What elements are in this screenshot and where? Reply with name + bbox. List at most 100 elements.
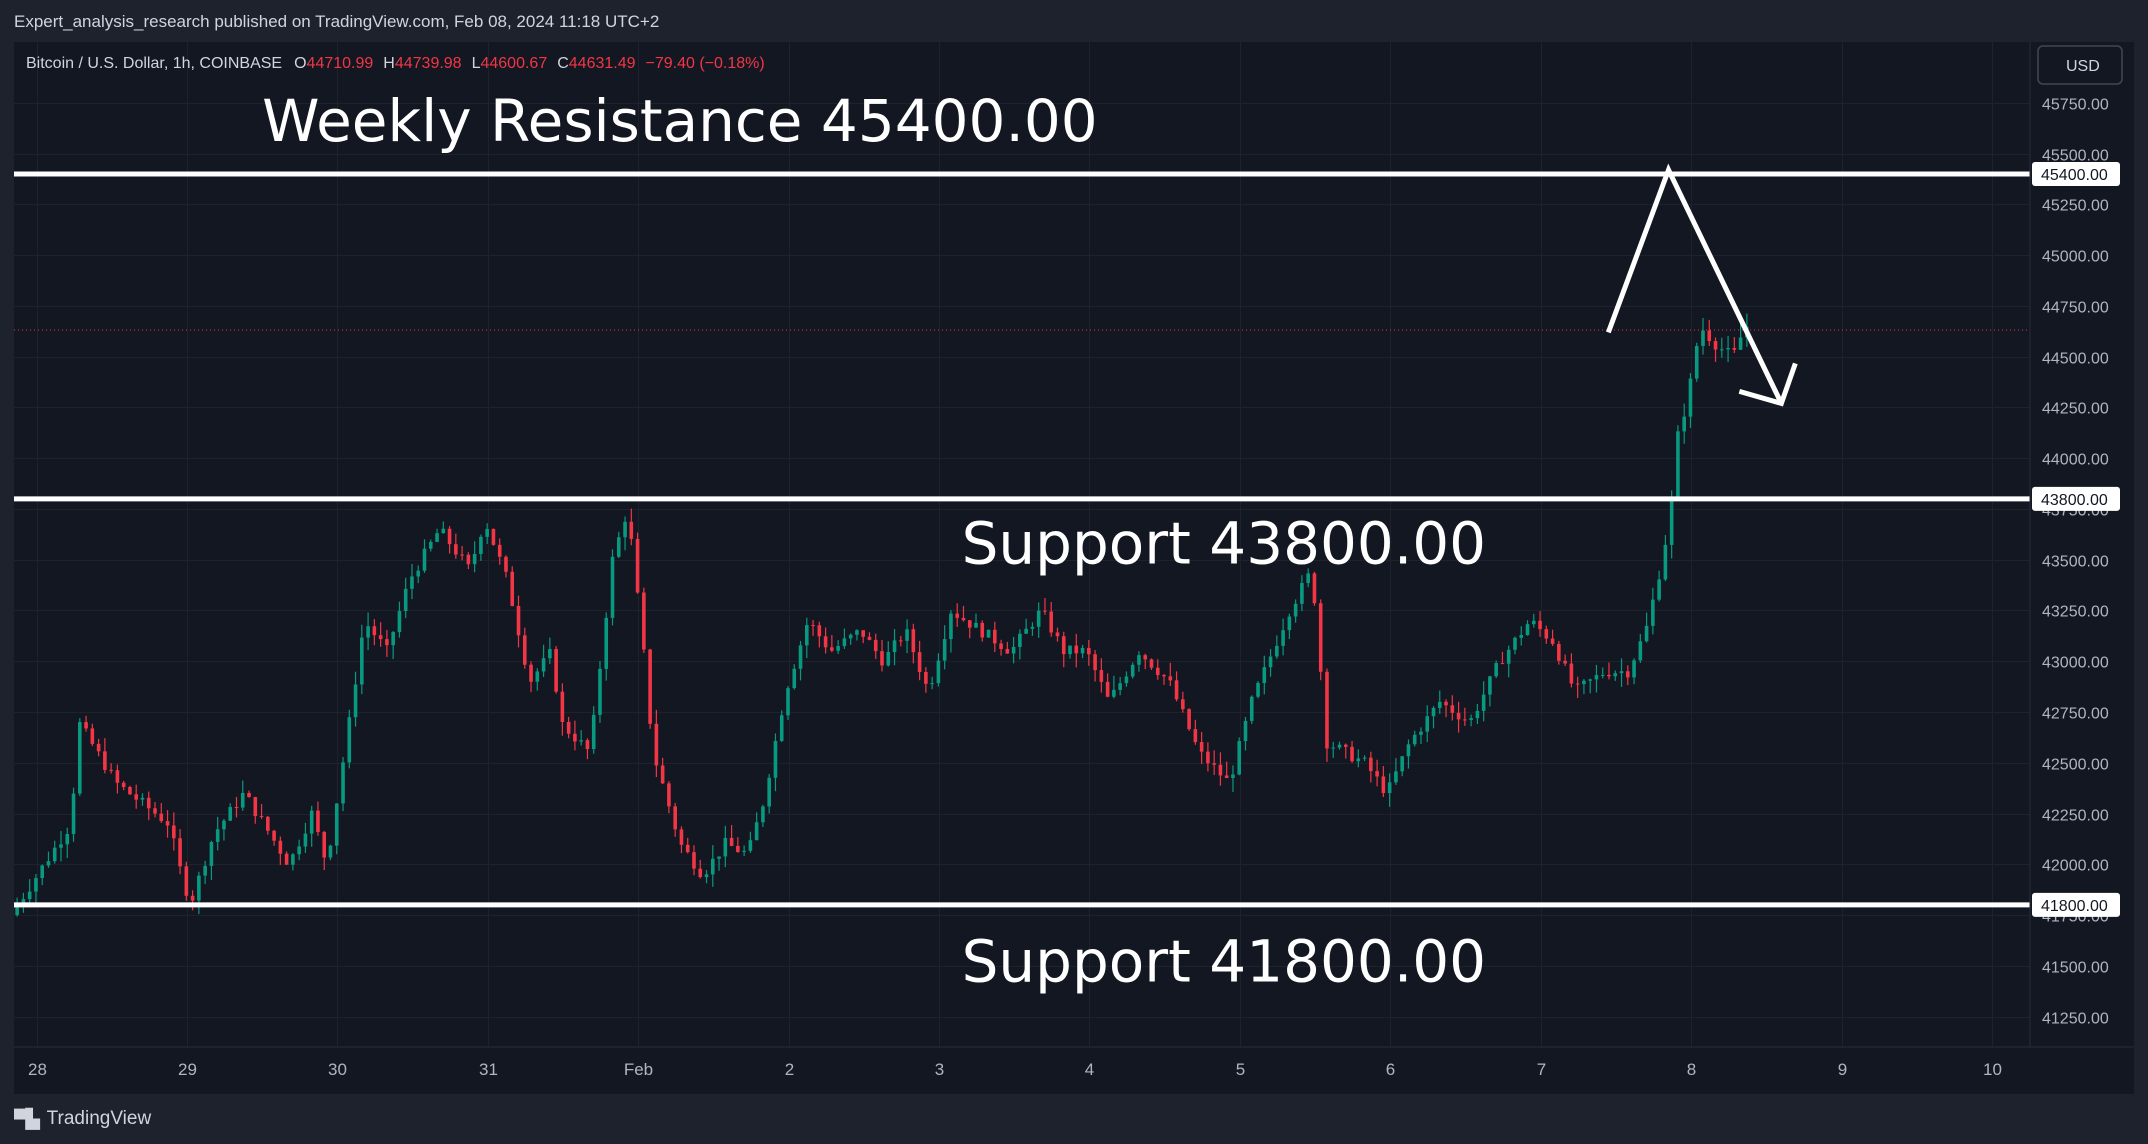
candle-body [1713,341,1718,350]
projection-path [1606,163,1784,405]
candle-body [1331,747,1336,749]
price-tick-label: 43000.00 [2042,655,2109,672]
candle-body [121,782,126,787]
candle-body [1625,671,1630,678]
time-tick-label: 5 [1236,1060,1245,1079]
candle-body [798,645,803,669]
candle-body [353,684,358,718]
symbol-legend: Bitcoin / U.S. Dollar, 1h, COINBASE O 447… [26,55,765,72]
candle-body [1325,671,1329,749]
brand-name: TradingView [46,1108,152,1129]
price-tick-label: 42250.00 [2042,808,2109,825]
candle-body [993,629,997,644]
candle-body [880,651,884,666]
candle-body [1287,616,1292,631]
candle-body [435,533,439,542]
candle-body [1738,337,1743,350]
candle-body [1087,647,1091,655]
price-chart[interactable]: Weekly Resistance 45400.00 Support 43800.… [14,42,2134,1094]
grid [14,42,2030,1047]
price-tick-label: 45000.00 [2042,249,2109,266]
candle-body [848,634,853,639]
currency-button[interactable]: USD [2037,45,2123,85]
candle-body [1174,680,1179,700]
price-tick-label: 44000.00 [2042,452,2109,469]
candle-body [1024,628,1028,634]
candle-body [266,816,270,831]
candle-body [855,630,859,635]
candle-body [1450,705,1455,713]
candle-body [541,658,546,672]
candle-body [109,769,113,771]
candle-body [21,899,26,906]
candle-body [573,733,577,742]
candle-body [428,541,433,549]
candle-body [1412,734,1417,745]
candle-body [1663,544,1668,580]
candle-body [334,803,339,846]
time-tick-label: 28 [28,1060,47,1079]
currency-label[interactable]: USD [2066,58,2100,75]
candle-body [1011,646,1016,654]
price-tick-label: 44250.00 [2042,401,2109,418]
level-lines [14,171,2030,908]
candle-body [234,806,239,808]
candle-body [1243,720,1248,742]
candle-body [961,617,966,621]
price-tick-label: 44500.00 [2042,351,2109,368]
price-tick-label: 42500.00 [2042,757,2109,774]
candle-body [297,846,301,855]
price-tick-label: 45250.00 [2042,198,2109,215]
symbol-label: Bitcoin / U.S. Dollar, 1h, COINBASE [26,55,282,72]
candle-body [278,840,283,854]
time-tick-label: 2 [785,1060,794,1079]
candle-body [1582,680,1586,685]
candle-body [1256,682,1260,697]
candle-body [1093,654,1097,671]
time-tick-label: 4 [1085,1060,1094,1079]
candle-body [322,832,327,858]
candle-body [999,643,1003,649]
candle-body [867,636,872,640]
candle-body [610,556,615,618]
candle-body [861,630,866,637]
candle-body [761,806,765,823]
ohlc-high: 44739.98 [395,55,462,72]
candle-body [1375,771,1379,777]
candle-body [416,570,421,577]
level-annotation: Support 41800.00 [962,928,1486,996]
candle-body [1218,764,1223,776]
candle-body [717,856,721,859]
candle-body [1488,676,1492,695]
candle-body [366,626,370,638]
candle-body [648,649,652,724]
candle-body [96,743,101,752]
candle-body [1262,667,1267,683]
price-tick-label: 42750.00 [2042,706,2109,723]
candle-body [1707,330,1712,342]
candle-body [554,649,558,692]
candle-body [1043,610,1047,612]
candle-body [892,640,897,653]
candle-body [616,537,621,557]
candle-body [1394,771,1398,783]
candle-body [773,740,778,778]
candle-body [1143,655,1148,660]
candle-body [742,850,746,852]
candle-body [917,652,922,673]
candle-body [1657,579,1661,600]
candle-body [1481,694,1486,711]
level-price-label: 45400.00 [2041,167,2108,184]
candle-body [90,728,95,744]
candle-body [642,592,646,650]
candle-body [1425,716,1430,732]
candle-body [1638,641,1643,661]
level-annotation: Support 43800.00 [962,509,1486,577]
candle-body [911,629,916,653]
candle-body [967,620,972,628]
candle-body [1030,626,1035,629]
candle-body [1124,676,1129,684]
candle-body [792,668,797,689]
candle-body [736,845,740,852]
chart-area[interactable]: Weekly Resistance 45400.00 Support 43800.… [14,42,2134,1094]
